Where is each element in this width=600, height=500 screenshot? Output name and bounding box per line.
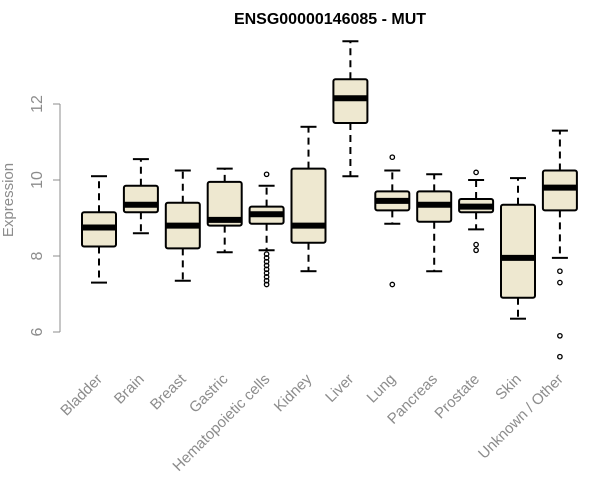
outlier-point bbox=[557, 268, 563, 275]
box-lung bbox=[374, 154, 411, 288]
x-tick-label: Kidney bbox=[271, 370, 316, 415]
x-tick-label: Lung bbox=[364, 371, 400, 407]
box-liver bbox=[332, 40, 369, 178]
box-hematopoietic-cells bbox=[248, 171, 285, 288]
iqr-box bbox=[500, 203, 536, 299]
iqr-box bbox=[206, 180, 243, 227]
box-prostate bbox=[458, 169, 495, 254]
y-axis-label: Expression bbox=[0, 163, 17, 237]
outlier-point bbox=[473, 169, 479, 176]
x-tick-label: Liver bbox=[322, 371, 357, 406]
outlier-point bbox=[389, 154, 396, 161]
outlier-point bbox=[263, 171, 270, 178]
outlier-point bbox=[389, 281, 396, 288]
chart-title: ENSG00000146085 - MUT bbox=[234, 11, 426, 28]
outlier-point bbox=[557, 353, 563, 360]
x-tick-label: Brain bbox=[111, 371, 148, 408]
iqr-box bbox=[122, 184, 159, 214]
outlier-point bbox=[557, 332, 563, 339]
iqr-box bbox=[290, 167, 327, 244]
box-brain bbox=[122, 158, 159, 235]
outlier-point bbox=[263, 281, 270, 288]
y-axis-ticks: 6 8 10 12 bbox=[29, 95, 60, 336]
box-kidney bbox=[290, 125, 327, 273]
box-gastric bbox=[206, 167, 243, 254]
box-skin bbox=[500, 177, 536, 320]
outlier-point bbox=[473, 241, 479, 248]
x-tick-label: Skin bbox=[492, 371, 525, 404]
y-tick-label: 6 bbox=[29, 327, 46, 336]
outlier-point bbox=[473, 247, 479, 254]
box-breast bbox=[164, 169, 201, 282]
outlier-point bbox=[557, 279, 563, 286]
y-tick-label: 10 bbox=[29, 171, 46, 189]
y-tick-label: 12 bbox=[29, 95, 46, 113]
x-tick-label: Breast bbox=[147, 370, 190, 413]
y-tick-label: 8 bbox=[29, 251, 46, 260]
box-bladder bbox=[81, 175, 117, 284]
x-tick-label: Prostate bbox=[431, 371, 483, 423]
boxes-group bbox=[81, 40, 578, 360]
box-unknown-other bbox=[541, 129, 578, 360]
x-tick-label: Bladder bbox=[57, 371, 106, 420]
box-pancreas bbox=[416, 173, 453, 273]
